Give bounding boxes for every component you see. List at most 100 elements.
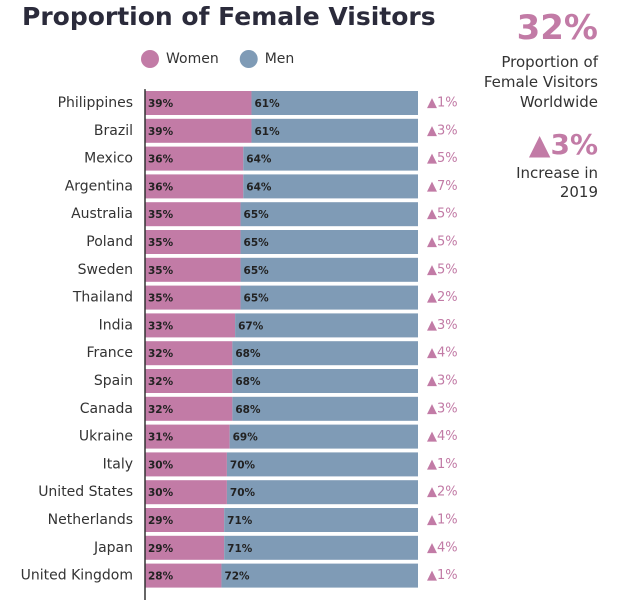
bar-segment — [221, 563, 418, 588]
bar-segment — [226, 452, 418, 477]
bar-segment — [240, 285, 418, 310]
annotation: ▲3% — [427, 318, 458, 333]
value-label: 29% — [148, 543, 174, 555]
annotation: ▲2% — [427, 290, 458, 305]
bar-segment — [145, 424, 230, 449]
bar-segment — [251, 118, 418, 143]
bar-segment — [145, 118, 252, 143]
value-label: 39% — [148, 98, 174, 110]
y-tick-label: United Kingdom — [21, 568, 133, 584]
bar-segment — [232, 341, 418, 366]
value-label: 65% — [244, 265, 270, 277]
increase: ▲3% — [528, 128, 598, 161]
annotation: ▲5% — [427, 151, 458, 166]
value-label: 36% — [148, 181, 174, 193]
bar-segment — [243, 174, 418, 199]
value-label: 32% — [148, 404, 174, 416]
annotation: ▲4% — [427, 429, 458, 444]
bar-segment — [145, 535, 225, 560]
value-label: 32% — [148, 376, 174, 388]
y-tick-label: United States — [38, 484, 133, 500]
y-tick-label: Brazil — [94, 123, 133, 139]
legend-label: Men — [265, 51, 295, 67]
annotation: ▲1% — [427, 96, 458, 111]
increase-text: Increase in 2019 — [516, 164, 598, 201]
bar-segment — [145, 91, 252, 115]
value-label: 64% — [246, 154, 272, 166]
share: 32% — [516, 8, 598, 48]
bar-segment — [145, 396, 233, 421]
bar-segment — [226, 480, 418, 505]
value-label: 68% — [235, 404, 261, 416]
value-label: 33% — [148, 320, 174, 332]
value-label: 35% — [148, 237, 174, 249]
legend-swatch — [141, 50, 159, 68]
value-label: 68% — [235, 376, 261, 388]
y-tick-label: Philippines — [58, 95, 133, 111]
bar-segment — [145, 480, 227, 505]
value-label: 31% — [148, 432, 174, 444]
y-tick-label: Argentina — [65, 178, 133, 194]
value-label: 64% — [246, 181, 272, 193]
bar-segment — [145, 202, 241, 227]
bar-segment — [145, 230, 241, 254]
share-text: Proportion of Female Visitors Worldwide — [483, 53, 598, 111]
value-label: 28% — [148, 571, 174, 583]
annotation: ▲5% — [427, 207, 458, 222]
bar-segment — [145, 508, 225, 532]
bar-segment — [145, 146, 244, 171]
value-label: 32% — [148, 348, 174, 360]
value-label: 29% — [148, 515, 174, 527]
y-tick-label: Australia — [71, 206, 133, 222]
value-label: 35% — [148, 265, 174, 277]
bar-segment — [145, 563, 222, 588]
bar-segment — [235, 313, 418, 338]
annotation: ▲1% — [427, 568, 458, 583]
value-label: 67% — [238, 320, 264, 332]
bar-segment — [240, 257, 418, 282]
bar-segment — [145, 313, 236, 338]
bar-segment — [251, 91, 418, 115]
legend-swatch — [239, 50, 258, 68]
annotation: ▲3% — [427, 123, 458, 138]
value-label: 72% — [224, 571, 250, 583]
value-label: 71% — [227, 543, 253, 555]
value-label: 65% — [244, 293, 270, 305]
y-tick-label: Ukraine — [79, 429, 133, 445]
value-label: 70% — [230, 459, 256, 471]
y-tick-label: Mexico — [84, 151, 133, 167]
value-label: 70% — [230, 487, 256, 499]
value-label: 36% — [148, 154, 174, 166]
value-label: 39% — [148, 126, 174, 138]
bar-segment — [240, 202, 418, 227]
y-tick-label: Netherlands — [48, 512, 133, 528]
annotation: ▲3% — [427, 401, 458, 416]
bar-segment — [145, 341, 233, 366]
y-tick-label: Japan — [93, 540, 133, 556]
y-tick-label: Thailand — [72, 290, 133, 306]
bar-segment — [145, 257, 241, 282]
legend-label: Women — [166, 51, 219, 67]
annotation: ▲5% — [427, 262, 458, 277]
bar-segment — [224, 508, 418, 532]
y-tick-label: India — [99, 317, 133, 333]
y-tick-label: Poland — [86, 234, 133, 250]
bar-segment — [145, 285, 241, 310]
value-label: 61% — [254, 126, 280, 138]
value-label: 35% — [148, 209, 174, 221]
value-label: 65% — [244, 209, 270, 221]
annotation: ▲1% — [427, 457, 458, 472]
y-tick-label: Italy — [103, 456, 133, 472]
y-tick-label: Sweden — [78, 262, 133, 278]
bar-segment — [240, 230, 418, 254]
bar-segment — [145, 452, 227, 477]
annotation: ▲1% — [427, 513, 458, 528]
annotation: ▲4% — [427, 540, 458, 555]
value-label: 68% — [235, 348, 261, 360]
value-label: 35% — [148, 293, 174, 305]
annotation: ▲5% — [427, 235, 458, 250]
value-label: 30% — [148, 487, 174, 499]
chart-title: Proportion of Female Visitors — [22, 2, 436, 31]
